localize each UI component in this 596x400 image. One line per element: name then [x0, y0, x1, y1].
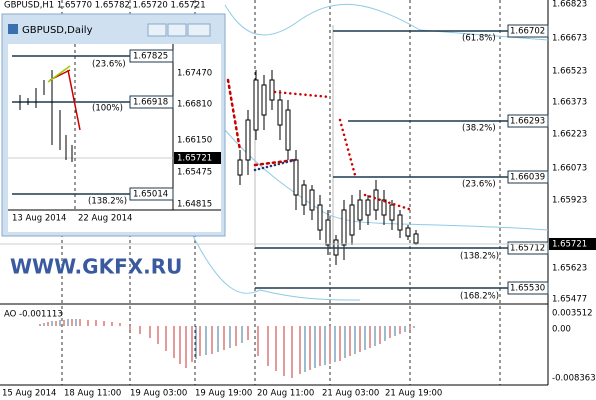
time-label: 20 Aug 11:00 [257, 389, 314, 399]
candle-bodies [237, 79, 419, 256]
time-label: 19 Aug 19:00 [195, 389, 252, 399]
price-label: 1.64815 [177, 200, 212, 210]
close-button[interactable] [187, 23, 211, 37]
fib-price-box [129, 49, 174, 63]
indicator-scale-label: -0.008363 [552, 374, 596, 384]
envelope-middle [224, 129, 549, 231]
fib-label: (100%) [92, 104, 123, 114]
watermark: WWW.GKFX.RU [10, 255, 182, 279]
time-label: 22 Aug 2014 [78, 214, 132, 224]
fib-price: 1.66293 [510, 117, 545, 127]
fib-price: 1.66039 [510, 173, 545, 183]
maximize-button[interactable] [167, 23, 187, 37]
fib-price: 1.65530 [510, 284, 545, 294]
price-label: 1.65477 [552, 295, 587, 305]
time-label: 13 Aug 2014 [12, 214, 66, 224]
time-label: 15 Aug 2014 [2, 389, 56, 399]
time-label: 21 Aug 03:00 [322, 389, 379, 399]
indicator-scale-label: 0.003512 [552, 309, 593, 319]
fib-price: 1.66702 [510, 27, 545, 37]
sar-dots [273, 90, 414, 212]
price-label: 1.66373 [552, 98, 587, 108]
price-label: 1.66523 [552, 67, 587, 77]
sar-dots [226, 78, 297, 167]
price-label: 1.66823 [552, 0, 587, 10]
envelope-lower [189, 229, 361, 301]
fib-price-box [507, 114, 549, 128]
price-label: 1.66150 [177, 136, 212, 146]
fib-levels: (61.8%) (38.2%) (23.6%) (138.2%) (168.2%… [255, 24, 549, 302]
price-label: 1.66810 [177, 100, 212, 110]
ao-bars-red [39, 319, 411, 378]
inset-plot [8, 44, 221, 232]
inset-icon [8, 24, 18, 34]
time-axis: 15 Aug 2014 18 Aug 11:00 19 Aug 03:00 19… [2, 389, 442, 399]
price-label: 1.66223 [552, 130, 587, 140]
time-label: 21 Aug 19:00 [385, 389, 442, 399]
price-label: 1.65475 [177, 168, 212, 178]
fib-label: (61.8%) [462, 34, 496, 44]
current-price: 1.65721 [552, 240, 587, 250]
minimize-button[interactable] [147, 23, 167, 37]
fib-price: 1.67825 [133, 52, 168, 62]
fib-price: 1.65712 [510, 244, 545, 254]
fib-label: (38.2%) [462, 124, 496, 134]
price-axis: 1.66823 1.66673 1.66523 1.66373 1.66223 … [549, 0, 596, 384]
price-label: 1.65623 [552, 264, 587, 274]
fib-label: (138.2%) [88, 197, 127, 207]
inset-lines [47, 65, 71, 83]
current-price-box [174, 152, 221, 164]
price-label: 1.65923 [552, 196, 587, 206]
fib-price-box [507, 170, 549, 184]
time-label: 18 Aug 11:00 [64, 389, 121, 399]
sar-dots [253, 158, 297, 172]
inset-title: GBPUSD,Daily [22, 25, 93, 36]
fib-label: (168.2%) [460, 292, 499, 302]
fib-price-box [507, 281, 549, 295]
time-label: 19 Aug 03:00 [130, 389, 187, 399]
envelope-upper [224, 3, 549, 41]
indicator-scale-label: 0.00 [552, 325, 571, 335]
chart-title: GBPUSD,H1 1.65770 1.65782 1.65720 1.6572… [4, 1, 206, 11]
ao-bars-green [43, 319, 415, 372]
price-label: 1.66673 [552, 34, 587, 44]
current-price-box [549, 238, 596, 250]
inset-window: GBPUSD,Daily (23.6%) (100%) (138.2%) 1.6… [1, 13, 226, 237]
fib-price-box [507, 24, 549, 38]
fib-label: (138.2%) [460, 252, 499, 262]
fib-price: 1.65014 [133, 190, 168, 200]
indicator-label: AO -0.001113 [4, 310, 63, 320]
fib-price: 1.66918 [133, 98, 168, 108]
fib-label: (23.6%) [92, 60, 126, 70]
inset-candles [19, 70, 73, 162]
fib-label: (23.6%) [462, 180, 496, 190]
price-label: 1.66073 [552, 164, 587, 174]
fib-price-box [507, 241, 549, 255]
price-label: 1.67470 [177, 69, 212, 79]
fib-price-box [129, 187, 174, 201]
current-price: 1.65721 [177, 154, 212, 164]
fib-price-box [129, 95, 174, 109]
